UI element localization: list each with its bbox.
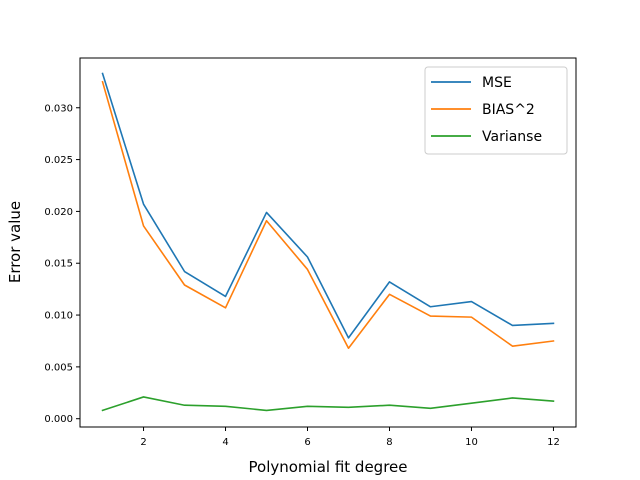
x-tick-label: 6 [304, 437, 310, 448]
series-line-0 [101, 72, 555, 339]
x-axis-ticks: 2 4 6 8 10 12 [140, 427, 560, 448]
plot-frame [79, 57, 577, 428]
x-tick-label: 10 [465, 437, 478, 448]
x-tick-label: 4 [222, 437, 228, 448]
legend-label-2: Varianse [482, 129, 542, 145]
y-tick-label: 0.020 [44, 207, 73, 218]
legend-label-1: BIAS^2 [482, 102, 535, 118]
x-tick-label: 12 [547, 437, 560, 448]
legend: MSE BIAS^2 Varianse [424, 66, 568, 155]
x-tick-label: 2 [140, 437, 146, 448]
y-tick-label: 0.000 [44, 414, 73, 425]
legend-box [424, 66, 568, 155]
series-line-1 [101, 80, 555, 350]
series-line-2 [101, 396, 555, 412]
legend-label-0: MSE [482, 75, 512, 91]
x-axis-label: Polynomial fit degree [249, 458, 408, 476]
y-tick-label: 0.025 [44, 155, 73, 166]
y-axis-ticks: 0.000 0.005 0.010 0.015 0.020 0.025 0.030 [44, 103, 80, 425]
series-layer [101, 72, 555, 412]
y-tick-label: 0.010 [44, 311, 73, 322]
y-tick-label: 0.030 [44, 103, 73, 114]
x-tick-label: 8 [386, 437, 392, 448]
y-tick-label: 0.005 [44, 362, 73, 373]
y-axis-label: Error value [6, 201, 24, 283]
y-tick-label: 0.015 [44, 259, 73, 270]
